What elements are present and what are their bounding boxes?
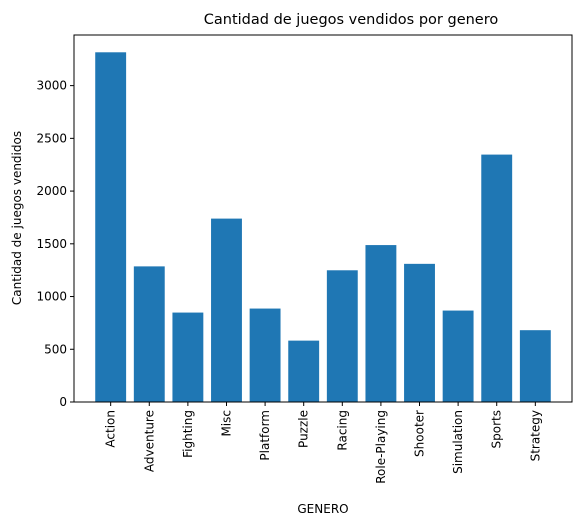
x-tick-label: Simulation — [451, 410, 465, 474]
x-tick-label: Shooter — [413, 410, 427, 457]
bar-adventure — [133, 266, 165, 402]
y-tick-label: 2500 — [36, 131, 67, 145]
bars-group — [95, 52, 551, 402]
bar-fighting — [172, 312, 204, 402]
bar-sports — [481, 154, 513, 402]
x-tick-label: Misc — [219, 410, 233, 437]
x-tick-label: Adventure — [142, 410, 156, 472]
y-axis-label: Cantidad de juegos vendidos — [10, 131, 24, 305]
bar-action — [95, 52, 127, 402]
x-tick-label: Fighting — [181, 410, 195, 458]
x-tick-label: Racing — [335, 410, 349, 451]
plot-frame — [73, 34, 573, 403]
y-tick-label: 1500 — [36, 237, 67, 251]
bar-shooter — [404, 263, 435, 402]
bar-platform — [249, 308, 281, 402]
bar-racing — [326, 270, 358, 402]
bar-simulation — [442, 310, 474, 402]
x-tick-label: Platform — [258, 410, 272, 461]
x-axis-ticks: Action Adventure Fighting Misc Platform Puzzl… — [104, 402, 542, 484]
x-tick-label: Strategy — [528, 410, 542, 461]
x-tick-label: Action — [104, 410, 118, 448]
y-tick-label: 0 — [59, 395, 67, 409]
bar-role-playing — [365, 245, 397, 402]
y-tick-label: 2000 — [36, 184, 67, 198]
chart-title: Cantidad de juegos vendidos por genero — [204, 12, 499, 28]
x-axis-label: GENERO — [297, 502, 348, 516]
y-axis-ticks: 0 500 1000 1500 2000 2500 3000 — [36, 79, 74, 409]
bar-strategy — [519, 330, 551, 402]
bar-misc — [211, 218, 242, 402]
x-tick-label: Sports — [490, 410, 504, 448]
y-tick-label: 3000 — [36, 79, 67, 93]
x-tick-label: Role-Playing — [374, 410, 388, 484]
y-tick-label: 500 — [44, 342, 67, 356]
bar-puzzle — [288, 340, 320, 402]
x-tick-label: Puzzle — [297, 410, 311, 448]
y-tick-label: 1000 — [36, 290, 67, 304]
